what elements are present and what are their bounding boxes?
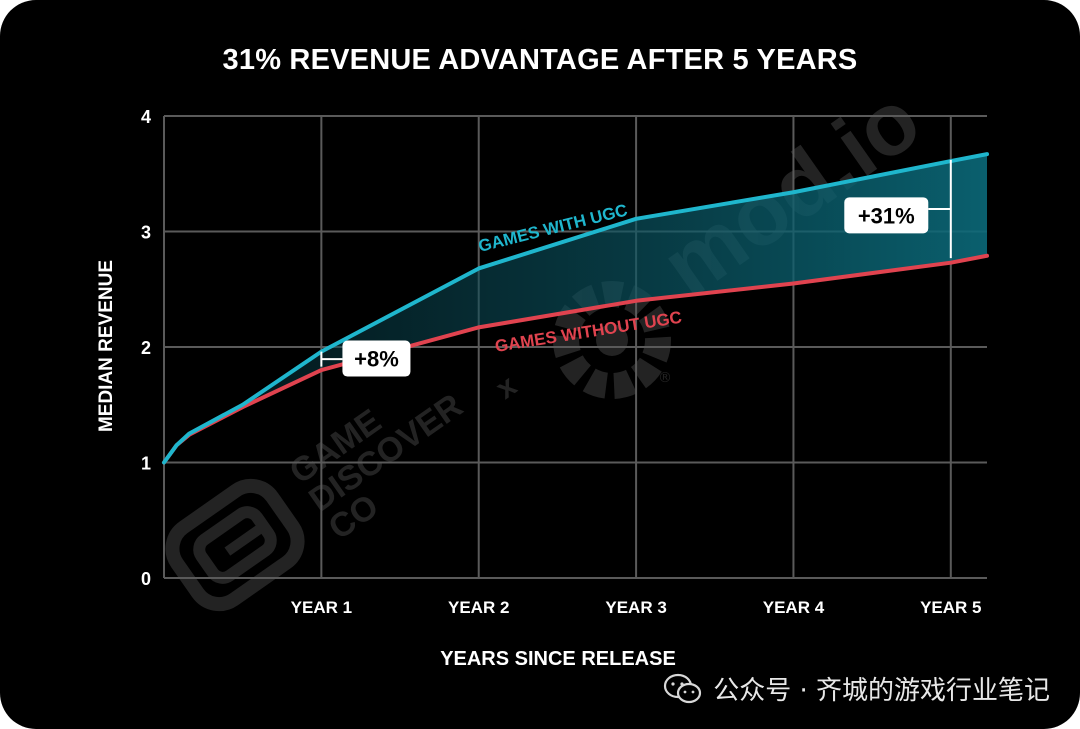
x-tick-label: YEAR 3	[605, 598, 666, 617]
y-tick-label: 2	[141, 338, 151, 358]
wechat-icon	[664, 673, 702, 703]
annotation-box	[342, 340, 411, 377]
x-axis-label: YEARS SINCE RELEASE	[440, 648, 676, 670]
chart-title: 31% REVENUE ADVANTAGE AFTER 5 YEARS	[222, 44, 858, 76]
watermark-separator: x	[490, 369, 523, 406]
gap-area	[164, 154, 987, 463]
annotation-2: +31%	[844, 159, 952, 259]
gap-fill	[164, 154, 987, 463]
y-tick-label: 1	[141, 454, 151, 474]
source-watermark: 公众号 · 齐城的游戏行业笔记	[663, 670, 1050, 707]
gdc-logo-icon	[165, 478, 305, 612]
x-tick-label: YEAR 5	[920, 598, 981, 617]
source-label: 公众号 · 齐城的游戏行业笔记	[713, 676, 1050, 706]
y-axis-label: MEDIAN REVENUE	[96, 259, 117, 433]
x-tick-label: YEAR 4	[763, 598, 825, 617]
annotation-1: +8%	[320, 340, 411, 377]
x-tick-label: YEAR 2	[448, 598, 509, 617]
annotation-label: +8%	[354, 347, 399, 372]
annotations: +8% +31%	[320, 159, 952, 377]
annotation-label: +31%	[858, 203, 915, 228]
y-tick-label: 0	[141, 569, 151, 589]
axes: 0 1 2 3 4 YEAR 1 YEAR 2 YEAR 3 YEAR 4 YEAR 5	[141, 107, 982, 617]
x-tick-label: YEAR 1	[291, 598, 352, 617]
grid	[163, 115, 987, 579]
y-tick-label: 3	[141, 223, 151, 243]
series-line-with-ugc	[162, 152, 989, 465]
watermark-registered: ®	[658, 370, 672, 386]
y-tick-label: 4	[141, 107, 151, 127]
annotation-box	[844, 197, 929, 234]
